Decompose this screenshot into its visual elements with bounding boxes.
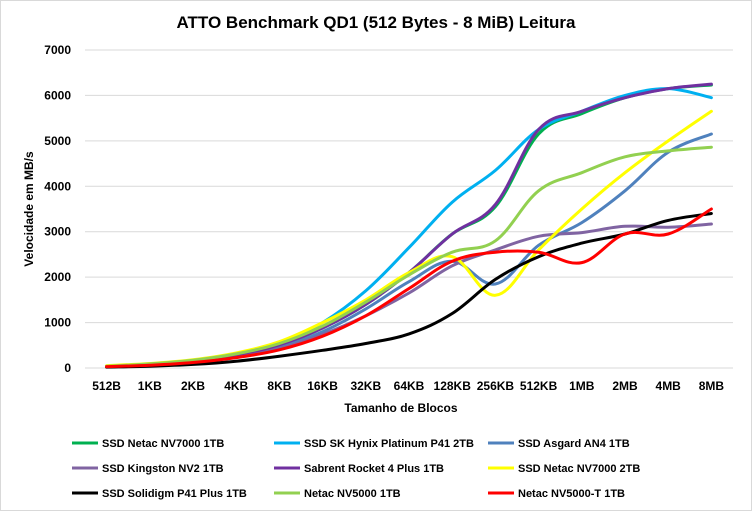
series-line-7 — [105, 145, 713, 368]
legend-entry: SSD Solidigm P41 Plus 1TB — [102, 488, 247, 500]
legend-entry: SSD Kingston NV2 1TB — [102, 463, 224, 475]
series-line-2 — [105, 132, 713, 369]
x-tick-label: 512B — [92, 379, 121, 393]
legend-entry: Netac NV5000-T 1TB — [518, 488, 625, 500]
x-tick-label: 4MB — [656, 379, 682, 393]
x-tick-label: 256KB — [477, 379, 515, 393]
x-tick-label: 512KB — [520, 379, 558, 393]
series-line-5 — [105, 109, 713, 368]
x-axis-ticks: 512B 1KB 2KB 4KB 8KB 16KB 32KB 64KB 128KB 256KB 51… — [92, 379, 724, 393]
y-tick-label: 7000 — [44, 43, 71, 57]
x-tick-label: 8MB — [699, 379, 725, 393]
x-axis-label: Tamanho de Blocos — [344, 401, 457, 415]
legend-entry: SSD Netac NV7000 2TB — [518, 463, 640, 475]
y-axis-label: Velocidade em MB/s — [22, 151, 36, 267]
y-tick-label: 5000 — [44, 134, 71, 148]
x-tick-label: 4KB — [224, 379, 248, 393]
series-line-6 — [105, 212, 713, 369]
y-tick-label: 1000 — [44, 316, 71, 330]
x-tick-label: 2KB — [181, 379, 205, 393]
y-axis-ticks: 0 1000 2000 3000 4000 5000 6000 7000 — [44, 43, 71, 375]
legend-entry: SSD Asgard AN4 1TB — [518, 438, 630, 450]
x-tick-label: 32KB — [350, 379, 381, 393]
series-line-3 — [105, 222, 713, 369]
x-tick-label: 128KB — [434, 379, 472, 393]
series-line-8 — [105, 207, 713, 369]
legend-entry: Netac NV5000 1TB — [304, 488, 401, 500]
legend-entry: SSD Netac NV7000 1TB — [102, 438, 224, 450]
x-tick-label: 1MB — [569, 379, 595, 393]
x-tick-label: 64KB — [394, 379, 425, 393]
y-tick-label: 2000 — [44, 270, 71, 284]
y-tick-label: 4000 — [44, 179, 71, 193]
legend-entry: Sabrent Rocket 4 Plus 1TB — [304, 463, 444, 475]
series-lines — [105, 82, 713, 369]
x-tick-label: 8KB — [267, 379, 291, 393]
x-tick-label: 2MB — [612, 379, 638, 393]
y-tick-label: 6000 — [44, 88, 71, 102]
y-tick-label: 0 — [64, 361, 71, 375]
legend: SSD Netac NV7000 1TB SSD SK Hynix Platinu… — [72, 438, 640, 500]
y-tick-label: 3000 — [44, 225, 71, 239]
gridlines — [85, 49, 733, 369]
x-tick-label: 16KB — [307, 379, 338, 393]
legend-entry: SSD SK Hynix Platinum P41 2TB — [304, 438, 474, 450]
x-tick-label: 1KB — [138, 379, 162, 393]
chart-title: ATTO Benchmark QD1 (512 Bytes - 8 MiB) L… — [177, 13, 577, 32]
